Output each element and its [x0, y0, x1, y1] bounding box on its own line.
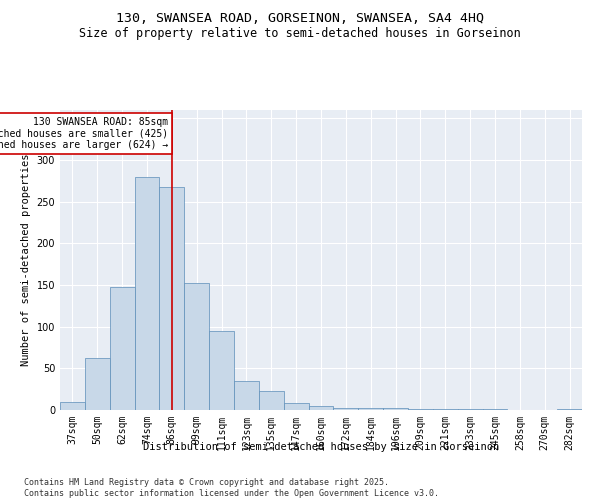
Bar: [184, 284, 209, 410]
Bar: [234, 381, 259, 410]
Text: 130 SWANSEA ROAD: 85sqm
← 39% of semi-detached houses are smaller (425)
57% of s: 130 SWANSEA ROAD: 85sqm ← 39% of semi-de…: [0, 116, 168, 150]
Bar: [85, 358, 110, 410]
Bar: [209, 331, 234, 410]
Bar: [482, 409, 508, 410]
Bar: [160, 186, 184, 410]
Bar: [358, 408, 383, 410]
Text: 130, SWANSEA ROAD, GORSEINON, SWANSEA, SA4 4HQ: 130, SWANSEA ROAD, GORSEINON, SWANSEA, S…: [116, 12, 484, 26]
Bar: [334, 408, 358, 410]
Text: Distribution of semi-detached houses by size in Gorseinon: Distribution of semi-detached houses by …: [143, 442, 499, 452]
Bar: [408, 409, 433, 410]
Bar: [134, 176, 160, 410]
Bar: [110, 286, 134, 410]
Bar: [284, 404, 308, 410]
Text: Size of property relative to semi-detached houses in Gorseinon: Size of property relative to semi-detach…: [79, 28, 521, 40]
Bar: [433, 409, 458, 410]
Bar: [259, 391, 284, 410]
Y-axis label: Number of semi-detached properties: Number of semi-detached properties: [21, 154, 31, 366]
Bar: [60, 402, 85, 410]
Bar: [383, 408, 408, 410]
Text: Contains HM Land Registry data © Crown copyright and database right 2025.
Contai: Contains HM Land Registry data © Crown c…: [24, 478, 439, 498]
Bar: [557, 409, 582, 410]
Bar: [458, 409, 482, 410]
Bar: [308, 406, 334, 410]
